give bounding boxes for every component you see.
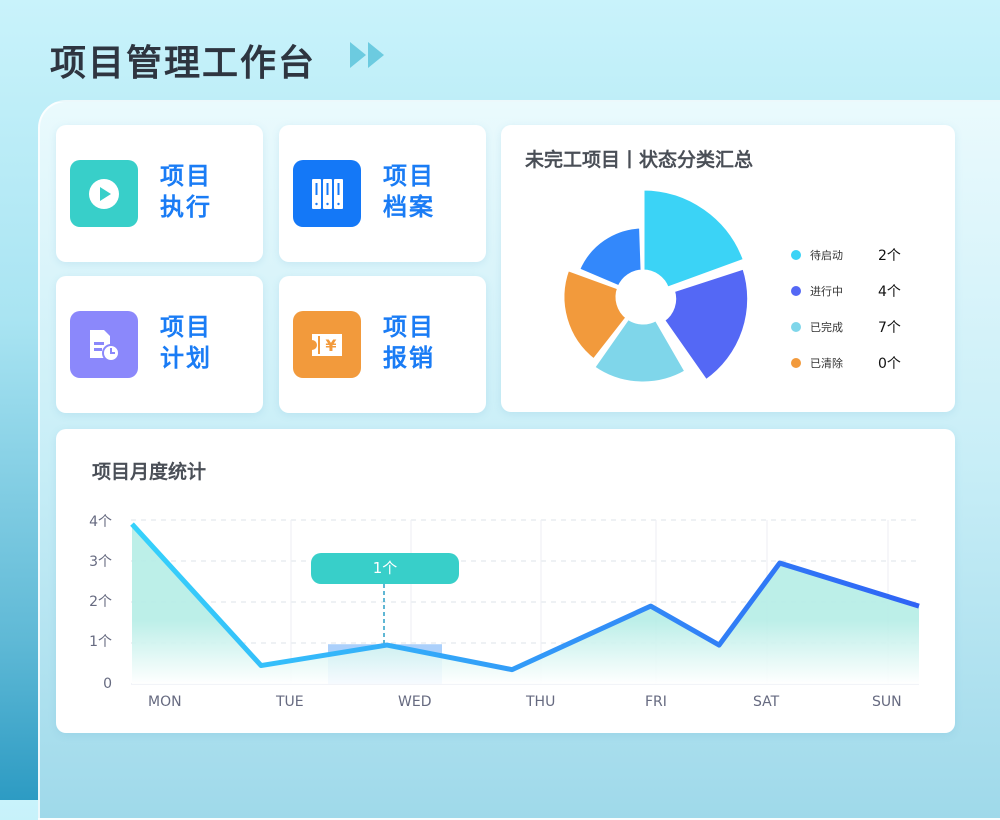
legend-label: 进行中 (810, 285, 843, 298)
legend-label: 待启动 (810, 249, 843, 262)
y-tick-label: 2个 (89, 594, 112, 610)
series-line (130, 522, 920, 673)
rose-pie-chart (561, 187, 751, 385)
x-tick-label: THU (526, 694, 556, 710)
legend-value: 7个 (878, 320, 901, 336)
legend-label: 已完成 (810, 321, 843, 334)
area-fill (132, 524, 919, 684)
legend-value: 0个 (878, 356, 901, 372)
plan-clock-icon (70, 311, 138, 378)
tile-label: 项目 (383, 313, 435, 341)
legend-dot (791, 286, 801, 296)
double-arrow-icon (350, 42, 384, 68)
x-tick-label: FRI (645, 694, 667, 710)
legend-value: 4个 (878, 284, 901, 300)
tile-project-execute[interactable]: 项目 执行 (56, 125, 263, 262)
tile-label: 项目 (383, 162, 435, 190)
tile-label: 报销 (383, 344, 435, 372)
legend-item: 进行中 4个 (791, 273, 901, 309)
status-summary-card: 未完工项目丨状态分类汇总 待启动 2个 进行中 4个 已完成 7个 已清除 0个 (501, 125, 955, 412)
legend-value: 2个 (878, 248, 901, 264)
yen-ticket-icon: ¥ (293, 311, 361, 378)
tile-project-reimburse[interactable]: ¥ 项目报销 (279, 276, 486, 413)
page-title: 项目管理工作台 (50, 43, 317, 84)
status-legend: 待启动 2个 进行中 4个 已完成 7个 已清除 0个 (791, 237, 901, 381)
x-tick-label: SAT (753, 694, 780, 710)
pie-slice[interactable] (641, 187, 747, 291)
archive-icon (293, 160, 361, 227)
y-tick-label: 3个 (89, 554, 112, 570)
x-tick-label: SUN (872, 694, 902, 710)
tile-project-archive[interactable]: 项目 档案 (279, 125, 486, 262)
legend-label: 已清除 (810, 357, 843, 370)
x-tick-label: WED (398, 694, 432, 710)
legend-item: 已清除 0个 (791, 345, 901, 381)
pie-slice[interactable] (661, 266, 751, 383)
legend-item: 已完成 7个 (791, 309, 901, 345)
tile-label: 计划 (160, 344, 212, 372)
tile-project-plan[interactable]: 项目 计划 (56, 276, 263, 413)
chart-tooltip: 1个 (311, 553, 459, 584)
tile-label: 项目 (160, 162, 212, 190)
legend-dot (791, 322, 801, 332)
chart-title: 项目月度统计 (92, 461, 207, 483)
tile-label: 执行 (160, 193, 212, 221)
legend-dot (791, 250, 801, 260)
x-tick-label: MON (148, 694, 182, 710)
status-title: 未完工项目丨状态分类汇总 (525, 149, 754, 171)
y-tick-label: 1个 (89, 634, 112, 650)
legend-dot (791, 358, 801, 368)
svg-text:¥: ¥ (325, 336, 336, 355)
tile-label: 项目 (160, 313, 212, 341)
y-tick-label: 4个 (89, 514, 112, 530)
x-tick-label: TUE (276, 694, 304, 710)
legend-item: 待启动 2个 (791, 237, 901, 273)
tile-label: 档案 (383, 193, 435, 221)
monthly-stats-card: 项目月度统计 0 1个 2个 3个 4个 MON TUE WED THU FRI… (56, 429, 955, 733)
pie-hole (617, 271, 669, 323)
line-chart (130, 519, 920, 685)
play-icon (70, 160, 138, 227)
y-tick-label: 0 (103, 676, 112, 692)
